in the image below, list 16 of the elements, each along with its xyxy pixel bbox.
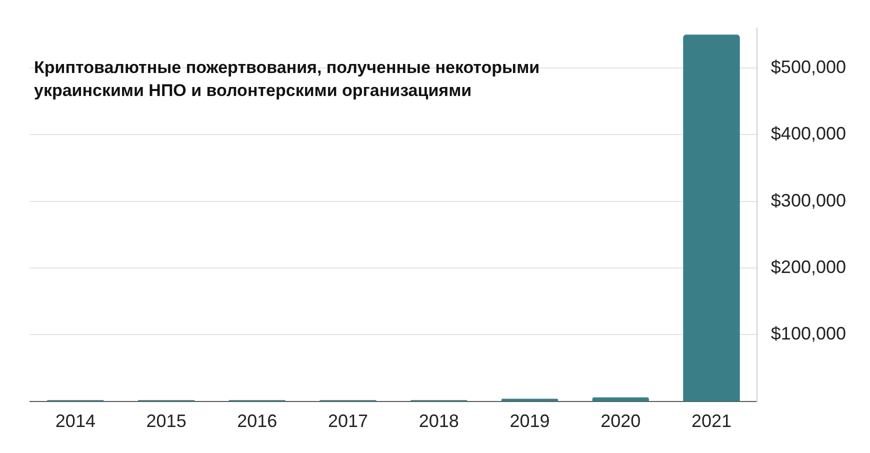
x-tick-label: 2021 <box>691 411 732 432</box>
x-tick-label: 2015 <box>146 411 186 432</box>
x-tick-label: 2016 <box>237 411 278 432</box>
bar <box>501 398 558 402</box>
y-tick-label: $400,000 <box>770 124 846 144</box>
y-tick-label: $300,000 <box>770 190 846 210</box>
x-tick-label: 2018 <box>418 411 459 432</box>
x-tick-label: 2020 <box>600 411 641 432</box>
text: Криптовалютные пожертвования, полученные некоторыми украинскими НПО и волонтерскими организациями <box>34 57 541 102</box>
x-tick-label: 2017 <box>328 411 368 432</box>
x-tick-label: 2019 <box>510 411 550 432</box>
y-tick-label: $500,000 <box>770 56 846 77</box>
y-tick-label: $200,000 <box>770 257 846 278</box>
x-tick-label: 2014 <box>55 411 96 432</box>
bar <box>683 34 740 402</box>
y-tick-label: $100,000 <box>770 324 846 344</box>
